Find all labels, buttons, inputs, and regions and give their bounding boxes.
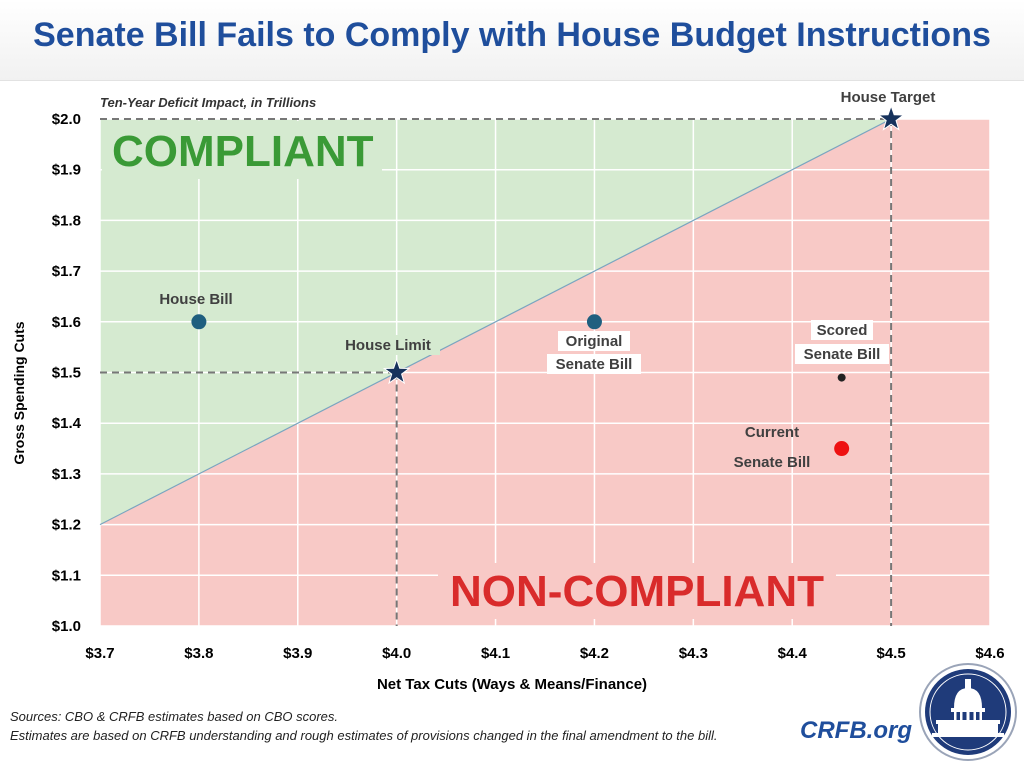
- page-title: Senate Bill Fails to Comply with House B…: [33, 16, 991, 54]
- reference-guides: [100, 118, 893, 626]
- label-house-bill: House Bill: [159, 291, 232, 308]
- x-tick-label: $3.7: [85, 645, 114, 662]
- header-bar: Senate Bill Fails to Comply with House B…: [0, 0, 1024, 81]
- point-house-target: [877, 104, 905, 131]
- compliance-boundary-line: [99, 118, 892, 526]
- y-tick-label: $2.0: [52, 111, 81, 128]
- label-original-senate-line1-background: [558, 331, 630, 351]
- data-points: [191, 104, 905, 457]
- x-tick-label: $4.2: [580, 645, 609, 662]
- label-current-senate-line1: Current: [745, 424, 799, 441]
- y-axis-label: Gross Spending Cuts: [11, 321, 27, 465]
- crfb-capitol-logo: [918, 662, 1018, 762]
- x-tick-label: $4.1: [481, 645, 510, 662]
- chart-subtitle: Ten-Year Deficit Impact, in Trillions: [100, 95, 317, 110]
- compliant-label: COMPLIANT: [112, 127, 374, 176]
- point-original-senate-bill: [586, 314, 602, 330]
- y-tick-label: $1.3: [52, 466, 81, 483]
- y-tick-label: $1.4: [52, 415, 82, 432]
- label-original-senate-line2-background: [547, 354, 641, 374]
- label-scored-senate-line2: Senate Bill: [804, 346, 881, 363]
- crfb-link[interactable]: CRFB.org: [800, 717, 912, 744]
- label-scored-senate-line1: Scored: [817, 322, 868, 339]
- sources-line: Sources: CBO & CRFB estimates based on C…: [10, 709, 339, 724]
- point-annotations: House Bill House Limit House Target Origina…: [159, 89, 935, 471]
- label-original-senate-line2: Senate Bill: [556, 356, 633, 373]
- label-scored-senate-line2-background: [795, 344, 889, 364]
- x-tick-label: $3.8: [184, 645, 213, 662]
- y-tick-label: $1.2: [52, 517, 81, 534]
- y-tick-label: $1.5: [52, 365, 81, 382]
- y-tick-label: $1.1: [52, 567, 81, 584]
- y-axis-ticks: $2.0 $1.9 $1.8 $1.7 $1.6 $1.5 $1.4 $1.3 $1.2 $1.1…: [52, 111, 82, 635]
- label-house-limit-background: [336, 335, 440, 355]
- noncompliant-label: NON-COMPLIANT: [450, 567, 824, 616]
- y-tick-label: $1.9: [52, 162, 81, 179]
- y-tick-label: $1.6: [52, 314, 81, 331]
- x-tick-label: $4.6: [975, 645, 1004, 662]
- label-scored-senate-line1-background: [811, 320, 873, 340]
- x-tick-label: $4.4: [778, 645, 808, 662]
- point-current-senate-bill: [834, 441, 850, 457]
- y-tick-label: $1.7: [52, 263, 81, 280]
- label-house-target: House Target: [841, 89, 936, 106]
- sources-note: Sources: CBO & CRFB estimates based on C…: [10, 707, 730, 745]
- x-axis-ticks: $3.7 $3.8 $3.9 $4.0 $4.1 $4.2 $4.3 $4.4 $4.5 $4.6: [85, 645, 1004, 662]
- label-original-senate-line1: Original: [566, 333, 623, 350]
- x-tick-label: $3.9: [283, 645, 312, 662]
- x-tick-label: $4.0: [382, 645, 411, 662]
- noncompliant-label-background: [438, 563, 836, 619]
- x-tick-label: $4.3: [679, 645, 708, 662]
- label-current-senate-line2: Senate Bill: [734, 454, 811, 471]
- point-scored-senate-bill: [837, 373, 846, 382]
- compliant-label-background: [102, 121, 382, 179]
- label-house-limit: House Limit: [345, 337, 431, 354]
- y-tick-label: $1.8: [52, 212, 81, 229]
- point-house-limit: [382, 357, 411, 385]
- estimates-line: Estimates are based on CRFB understandin…: [10, 728, 718, 743]
- point-house-bill: [191, 314, 207, 330]
- y-tick-label: $1.0: [52, 618, 81, 635]
- x-tick-label: $4.5: [877, 645, 906, 662]
- x-axis-label: Net Tax Cuts (Ways & Means/Finance): [376, 676, 648, 693]
